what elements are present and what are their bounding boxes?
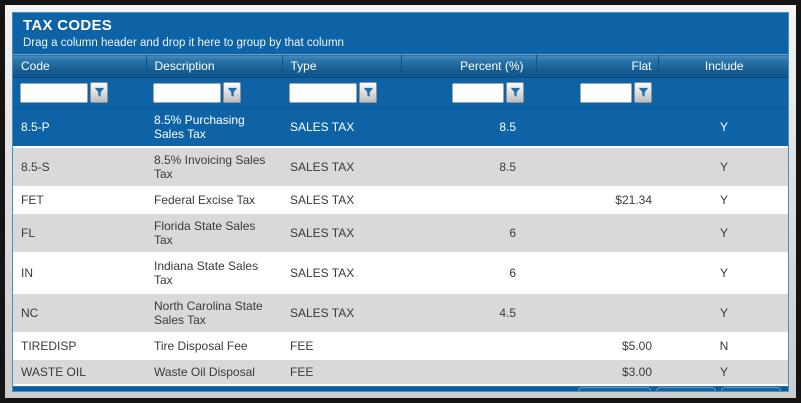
filter-button-percent[interactable] bbox=[506, 82, 524, 103]
cell-type: SALES TAX bbox=[282, 213, 401, 254]
table-row[interactable]: IN Indiana State Sales Tax SALES TAX 6 Y bbox=[13, 253, 788, 294]
cell-include: Y bbox=[658, 293, 788, 334]
cell-type: SALES TAX bbox=[282, 293, 401, 334]
tax-codes-panel: TAX CODES Drag a column header and drop … bbox=[12, 12, 789, 392]
edit-button[interactable]: ✎ Edit bbox=[655, 387, 716, 392]
cell-type: SALES TAX bbox=[282, 147, 401, 188]
cell-description: Indiana State Sales Tax bbox=[146, 253, 282, 294]
page-title: TAX CODES bbox=[23, 17, 113, 34]
filter-button-flat[interactable] bbox=[634, 82, 652, 103]
table-row[interactable]: TIREDISP Tire Disposal Fee FEE $5.00 N bbox=[13, 333, 788, 360]
add-button-label: Add bbox=[747, 390, 770, 391]
cell-percent: 6 bbox=[401, 253, 536, 294]
filter-input-code[interactable] bbox=[20, 82, 88, 103]
filter-cell-include-empty bbox=[658, 77, 788, 108]
filter-button-type[interactable] bbox=[359, 82, 377, 103]
cell-code: TIREDISP bbox=[13, 333, 146, 360]
add-button[interactable]: ✚ Add bbox=[720, 387, 781, 392]
cell-flat bbox=[536, 107, 658, 148]
edit-button-label: Edit bbox=[682, 390, 705, 391]
table-row[interactable]: WASTE OIL Waste Oil Disposal FEE $3.00 Y bbox=[13, 359, 788, 386]
cell-description: Tire Disposal Fee bbox=[146, 333, 282, 360]
edit-pencil-icon: ✎ bbox=[667, 391, 677, 392]
table-row[interactable]: FET Federal Excise Tax SALES TAX $21.34 … bbox=[13, 187, 788, 214]
column-header-description[interactable]: Description bbox=[146, 54, 283, 78]
cell-code: WASTE OIL bbox=[13, 359, 146, 386]
table-row[interactable]: 8.5-S 8.5% Invoicing Sales Tax SALES TAX… bbox=[13, 147, 788, 188]
cell-flat bbox=[536, 213, 658, 254]
cell-include: Y bbox=[658, 213, 788, 254]
cell-code: 8.5-S bbox=[13, 147, 146, 188]
cell-code: IN bbox=[13, 253, 146, 294]
cell-type: FEE bbox=[282, 359, 401, 386]
cell-include: Y bbox=[658, 187, 788, 214]
column-header-include[interactable]: Include bbox=[658, 54, 788, 78]
cell-description: North Carolina State Sales Tax bbox=[146, 293, 282, 334]
cell-include: Y bbox=[658, 107, 788, 148]
group-drop-zone[interactable]: Drag a column header and drop it here to… bbox=[23, 37, 344, 49]
cell-type: FEE bbox=[282, 333, 401, 360]
column-header-percent[interactable]: Percent (%) bbox=[401, 54, 537, 78]
funnel-icon bbox=[227, 87, 238, 98]
filter-input-description[interactable] bbox=[153, 82, 221, 103]
cell-flat: $5.00 bbox=[536, 333, 658, 360]
column-header-flat[interactable]: Flat bbox=[536, 54, 659, 78]
table-row-selected[interactable]: 8.5-P 8.5% Purchasing Sales Tax SALES TA… bbox=[13, 107, 788, 148]
cell-code: FL bbox=[13, 213, 146, 254]
filter-input-type[interactable] bbox=[289, 82, 357, 103]
column-header-type[interactable]: Type bbox=[282, 54, 402, 78]
cell-percent bbox=[401, 359, 536, 386]
column-header-code[interactable]: Code bbox=[13, 54, 147, 78]
cell-type: SALES TAX bbox=[282, 187, 401, 214]
cell-description: Federal Excise Tax bbox=[146, 187, 282, 214]
column-header-row: Code Description Type Percent (%) Flat I… bbox=[13, 54, 788, 78]
cell-description: 8.5% Purchasing Sales Tax bbox=[146, 107, 282, 148]
cell-code: NC bbox=[13, 293, 146, 334]
funnel-icon bbox=[638, 87, 649, 98]
cell-percent: 8.5 bbox=[401, 147, 536, 188]
table-row[interactable]: NC North Carolina State Sales Tax SALES … bbox=[13, 293, 788, 334]
funnel-icon bbox=[510, 87, 521, 98]
cell-include: N bbox=[658, 333, 788, 360]
table-row[interactable]: FL Florida State Sales Tax SALES TAX 6 Y bbox=[13, 213, 788, 254]
cell-include: Y bbox=[658, 253, 788, 294]
cell-flat bbox=[536, 293, 658, 334]
cell-description: 8.5% Invoicing Sales Tax bbox=[146, 147, 282, 188]
footer-toolbar: ✖ Delete ✎ Edit ✚ Add bbox=[13, 386, 788, 392]
tax-codes-grid: Code Description Type Percent (%) Flat I… bbox=[13, 54, 788, 386]
funnel-icon bbox=[363, 87, 374, 98]
cell-description: Florida State Sales Tax bbox=[146, 213, 282, 254]
cell-type: SALES TAX bbox=[282, 107, 401, 148]
delete-button[interactable]: ✖ Delete bbox=[577, 387, 651, 392]
cell-percent bbox=[401, 333, 536, 360]
filter-input-flat[interactable] bbox=[580, 82, 632, 103]
cell-type: SALES TAX bbox=[282, 253, 401, 294]
cell-code: FET bbox=[13, 187, 146, 214]
cell-percent: 6 bbox=[401, 213, 536, 254]
cell-include: Y bbox=[658, 359, 788, 386]
cell-flat: $21.34 bbox=[536, 187, 658, 214]
cell-description: Waste Oil Disposal bbox=[146, 359, 282, 386]
delete-icon: ✖ bbox=[589, 391, 599, 392]
cell-flat bbox=[536, 147, 658, 188]
cell-percent: 8.5 bbox=[401, 107, 536, 148]
filter-button-description[interactable] bbox=[223, 82, 241, 103]
funnel-icon bbox=[94, 87, 105, 98]
filter-input-percent[interactable] bbox=[452, 82, 504, 103]
cell-percent: 4.5 bbox=[401, 293, 536, 334]
cell-code: 8.5-P bbox=[13, 107, 146, 148]
window-margin: TAX CODES Drag a column header and drop … bbox=[5, 5, 796, 398]
plus-icon: ✚ bbox=[732, 391, 742, 392]
cell-flat bbox=[536, 253, 658, 294]
cell-percent bbox=[401, 187, 536, 214]
delete-button-label: Delete bbox=[604, 390, 640, 391]
filter-button-code[interactable] bbox=[90, 82, 108, 103]
cell-include: Y bbox=[658, 147, 788, 188]
cell-flat: $3.00 bbox=[536, 359, 658, 386]
filter-row bbox=[13, 77, 788, 108]
